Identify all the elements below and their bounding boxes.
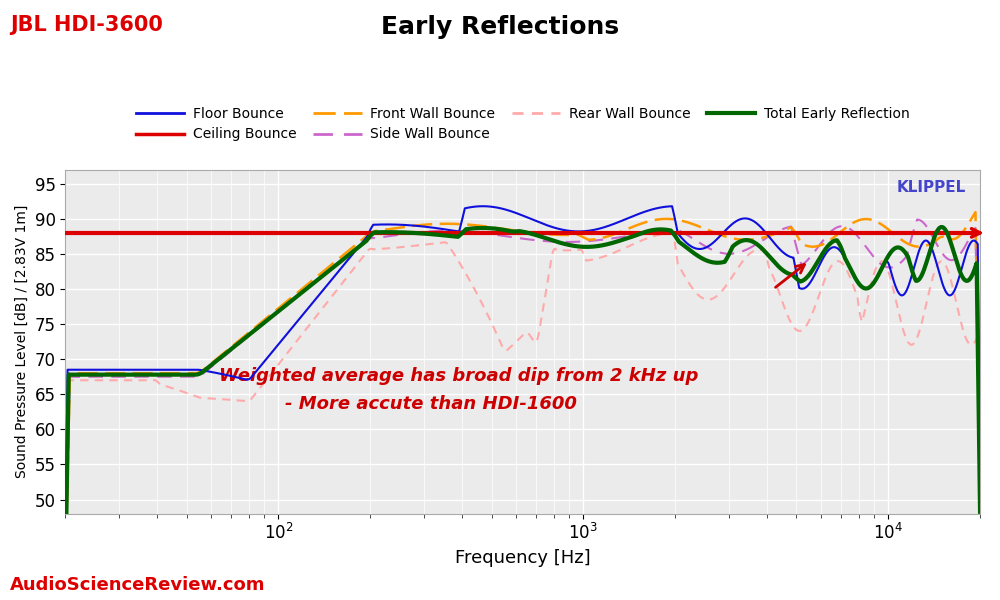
Text: Early Reflections: Early Reflections: [381, 15, 619, 39]
Rear Wall Bounce: [667, 229, 679, 236]
Front Wall Bounce: [115, 370, 127, 377]
Side Wall Bounce: [115, 373, 127, 380]
Floor Bounce: [754, 223, 766, 230]
Total Early Reflection: [642, 227, 654, 235]
Legend: Floor Bounce, Ceiling Bounce, Front Wall Bounce, Side Wall Bounce, Rear Wall Bou: Floor Bounce, Ceiling Bounce, Front Wall…: [130, 101, 915, 147]
Side Wall Bounce: [974, 499, 986, 506]
Total Early Reflection: [847, 270, 859, 277]
Total Early Reflection: [974, 508, 986, 515]
Front Wall Bounce: [642, 218, 654, 225]
Rear Wall Bounce: [848, 284, 860, 292]
Floor Bounce: [848, 272, 860, 280]
Text: AudioScienceReview.com: AudioScienceReview.com: [10, 576, 266, 594]
Total Early Reflection: [591, 242, 603, 250]
Total Early Reflection: [935, 223, 947, 230]
Total Early Reflection: [59, 575, 71, 582]
Line: Side Wall Bounce: Side Wall Bounce: [65, 220, 980, 587]
Y-axis label: Sound Pressure Level [dB] / [2.83V 1m]: Sound Pressure Level [dB] / [2.83V 1m]: [15, 205, 29, 478]
Rear Wall Bounce: [591, 255, 603, 262]
Rear Wall Bounce: [974, 457, 986, 464]
Front Wall Bounce: [847, 220, 859, 227]
Line: Total Early Reflection: Total Early Reflection: [65, 227, 980, 578]
Text: JBL HDI-3600: JBL HDI-3600: [10, 15, 163, 35]
Floor Bounce: [643, 206, 655, 214]
Rear Wall Bounce: [642, 235, 654, 242]
Side Wall Bounce: [59, 584, 71, 591]
Text: Weighted average has broad dip from 2 kHz up: Weighted average has broad dip from 2 kH…: [219, 367, 698, 385]
Front Wall Bounce: [974, 490, 986, 497]
Floor Bounce: [59, 559, 71, 566]
Line: Rear Wall Bounce: Rear Wall Bounce: [65, 233, 980, 600]
Text: - More accute than HDI-1600: - More accute than HDI-1600: [285, 395, 577, 413]
Floor Bounce: [115, 366, 127, 373]
Floor Bounce: [974, 484, 986, 491]
X-axis label: Frequency [Hz]: Frequency [Hz]: [455, 549, 590, 567]
Line: Floor Bounce: Floor Bounce: [65, 206, 980, 562]
Side Wall Bounce: [911, 216, 923, 223]
Front Wall Bounce: [591, 235, 603, 242]
Side Wall Bounce: [753, 239, 765, 246]
Front Wall Bounce: [753, 235, 765, 242]
Floor Bounce: [592, 226, 604, 233]
Side Wall Bounce: [615, 233, 627, 241]
Total Early Reflection: [615, 237, 627, 244]
Floor Bounce: [616, 217, 628, 224]
Total Early Reflection: [753, 242, 765, 250]
Side Wall Bounce: [642, 230, 654, 237]
Line: Front Wall Bounce: Front Wall Bounce: [65, 212, 980, 586]
Floor Bounce: [477, 203, 489, 210]
Total Early Reflection: [115, 371, 127, 378]
Rear Wall Bounce: [615, 246, 627, 253]
Side Wall Bounce: [847, 228, 859, 235]
Rear Wall Bounce: [115, 377, 127, 384]
Front Wall Bounce: [615, 228, 627, 235]
Front Wall Bounce: [59, 582, 71, 589]
Side Wall Bounce: [591, 237, 603, 244]
Front Wall Bounce: [969, 208, 981, 215]
Text: KLIPPEL: KLIPPEL: [897, 180, 966, 195]
Rear Wall Bounce: [754, 246, 766, 253]
